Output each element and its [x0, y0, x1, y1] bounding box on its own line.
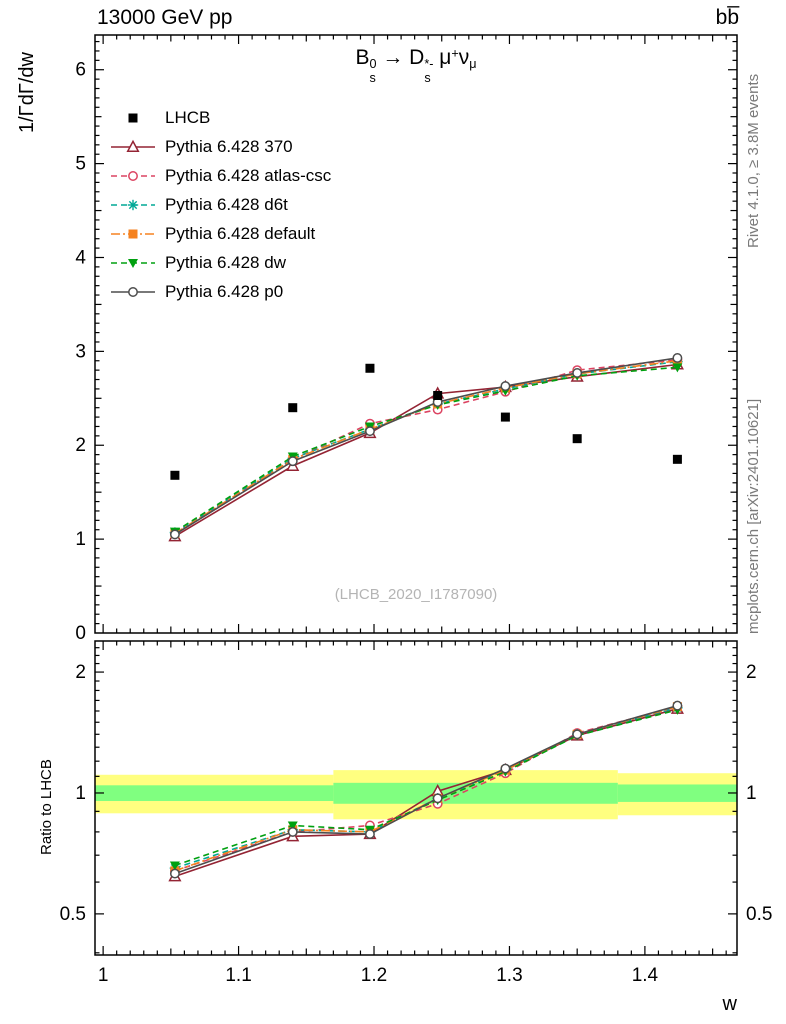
x-axis-label: w [722, 993, 737, 1015]
tick-labels: 0 1 2 3 4 5 6 0.5 0.5 1 1 2 2 1 1.1 1.2 1.3 1.4 [60, 60, 773, 986]
legend-item: LHCB [110, 103, 331, 132]
legend-label: LHCB [165, 107, 211, 127]
title-scripts: *- s [424, 57, 434, 85]
title-text: D [409, 46, 425, 69]
legend-item: Pythia 6.428 d6t [110, 190, 331, 219]
svg-text:2: 2 [75, 435, 86, 456]
svg-text:1: 1 [746, 783, 757, 804]
title-text: B [355, 46, 370, 69]
ratio-panel-frame [94, 640, 738, 956]
legend-label: Pythia 6.428 p0 [165, 281, 284, 301]
series-pythia-6-428-370 [168, 357, 684, 542]
title-text: μ [433, 46, 452, 69]
svg-text:1: 1 [98, 965, 109, 986]
legend: LHCB Pythia 6.428 370 Pythia 6.428 atlas-c… [110, 103, 331, 306]
main-panel-frame [94, 34, 738, 634]
svg-text:1.4: 1.4 [632, 965, 659, 986]
legend-item: Pythia 6.428 default [110, 219, 331, 248]
legend-sample-square-filled-icon [128, 113, 138, 122]
ratio-panel-series [168, 700, 684, 882]
svg-text:4: 4 [75, 247, 86, 268]
svg-text:5: 5 [75, 154, 86, 175]
title-text: ν [458, 46, 470, 69]
legend-item: Pythia 6.428 dw [110, 248, 331, 277]
svg-text:2: 2 [746, 662, 757, 683]
series-pythia-6-428-default [170, 356, 682, 538]
legend-label: Pythia 6.428 370 [165, 136, 293, 156]
legend-label: Pythia 6.428 default [165, 223, 316, 243]
legend-item: Pythia 6.428 atlas-csc [110, 161, 331, 190]
svg-text:1.3: 1.3 [496, 965, 522, 986]
svg-text:0.5: 0.5 [60, 904, 86, 925]
legend-sample-triangle-down-filled-icon [111, 258, 155, 268]
svg-text:6: 6 [75, 60, 86, 81]
legend-sample-triangle-open-icon [111, 139, 155, 152]
series-pythia-6-428-p0 [169, 700, 683, 879]
green-band [95, 785, 334, 802]
svg-text:0: 0 [75, 623, 86, 644]
green-band [617, 784, 737, 802]
series-pythia-6-428-atlas-csc [169, 354, 683, 539]
main-panel-series [168, 352, 684, 542]
series-lhcb [170, 363, 682, 480]
legend-item: Pythia 6.428 p0 [110, 277, 331, 306]
legend-sample-star-icon [111, 199, 155, 210]
legend-label: Pythia 6.428 dw [165, 252, 286, 272]
series-pythia-6-428-d6t [169, 356, 683, 538]
legend-item: Pythia 6.428 370 [110, 132, 331, 161]
beam-energy-label: 13000 GeV pp [97, 6, 233, 29]
legend-sample-circle-open-icon [111, 286, 155, 297]
svg-text:0.5: 0.5 [746, 904, 772, 925]
legend-sample-square-filled-icon [111, 229, 155, 238]
title-subscript: μ [469, 56, 477, 71]
svg-text:1: 1 [75, 783, 86, 804]
svg-text:1.2: 1.2 [361, 965, 387, 986]
legend-label: Pythia 6.428 atlas-csc [165, 165, 332, 185]
mcplots-credit-label: mcplots.cern.ch [arXiv:2401.10621] [745, 398, 762, 634]
svg-text:3: 3 [75, 341, 86, 362]
process-label: bb̅ [715, 6, 739, 29]
ratio-y-axis-label: Ratio to LHCB [38, 759, 55, 855]
series-pythia-6-428-dw [169, 363, 683, 537]
svg-text:2: 2 [75, 662, 86, 683]
series-pythia-6-428-p0 [169, 352, 683, 540]
svg-text:1: 1 [75, 529, 86, 550]
legend-sample-circle-open-icon [111, 170, 155, 181]
analysis-id-watermark: (LHCB_2020_I1787090) [334, 586, 498, 603]
svg-text:1.1: 1.1 [225, 965, 251, 986]
main-y-axis-label: 1/ΓdΓ/dw [16, 52, 38, 133]
uncertainty-bands [95, 770, 737, 820]
title-superscript: + [451, 46, 459, 61]
rivet-version-label: Rivet 4.1.0, ≥ 3.8M events [745, 73, 762, 248]
legend-label: Pythia 6.428 d6t [165, 194, 288, 214]
title-text: → [376, 46, 410, 69]
green-band [333, 782, 618, 804]
